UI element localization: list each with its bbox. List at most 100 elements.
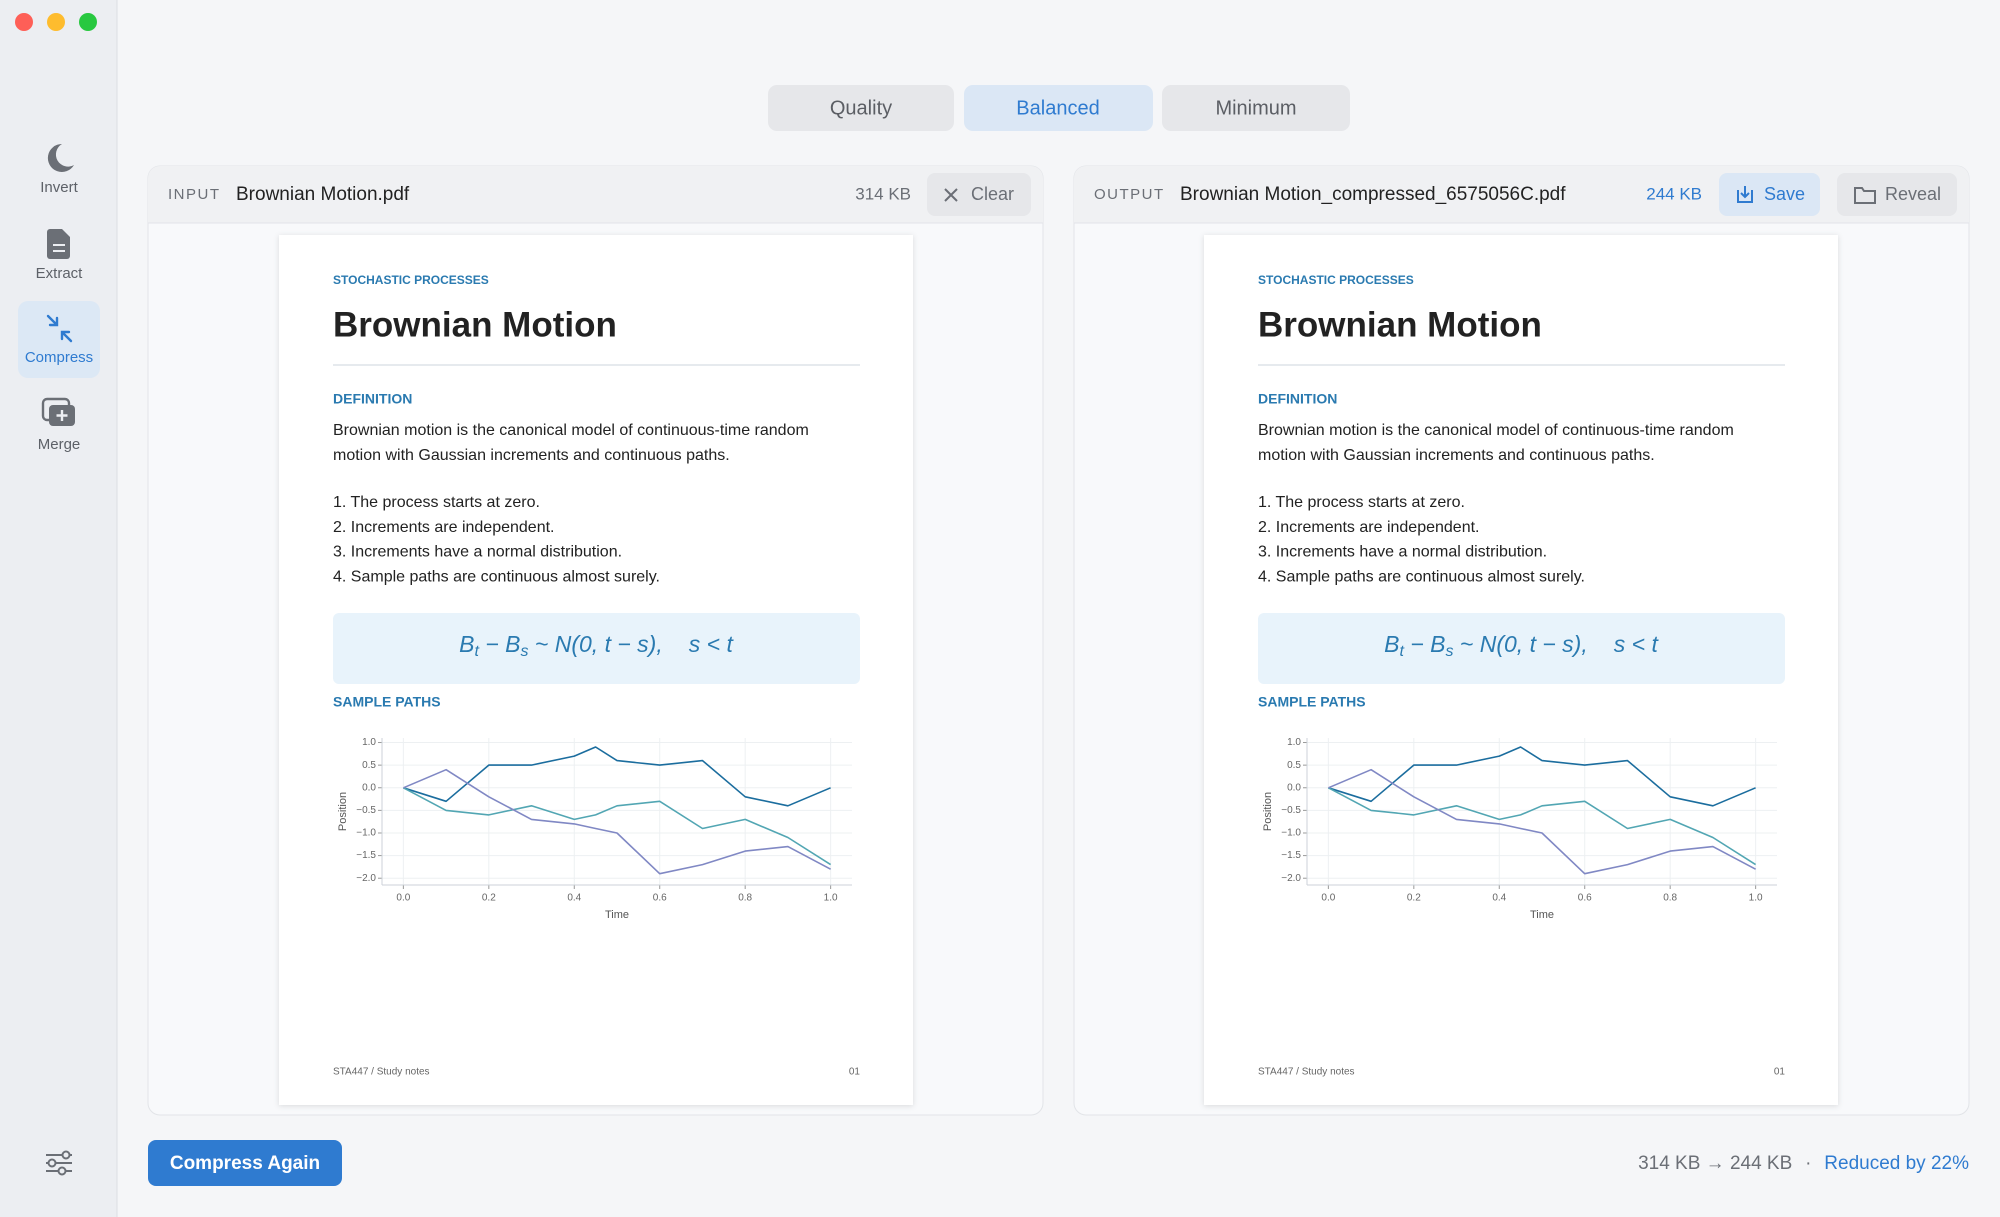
formula: Bt − Bs ~ N(0, t − s), s < t [459,631,734,660]
button-label: Compress Again [170,1153,320,1174]
settings-knob [61,1150,71,1160]
plus-icon [56,410,68,421]
x-tick-label: 0.2 [482,893,496,904]
list-item: 2. Increments are independent. [1258,519,1479,536]
sidebar-label: Merge [38,436,81,453]
sidebar-label: Extract [36,265,84,282]
paragraph-line: motion with Gaussian increments and cont… [333,447,730,464]
save-icon [1737,186,1753,203]
page-number: 01 [849,1067,861,1078]
list-item: 1. The process starts at zero. [333,494,540,511]
panel-tag: OUTPUT [1094,186,1165,203]
y-tick-label: −1.5 [356,850,376,861]
formula-part: ~ N(0, t − s), [1454,631,1588,657]
size-change: 314 KB → 244 KB [1638,1153,1792,1174]
page-footer: STA447 / Study notes [1258,1067,1355,1078]
x-tick-label: 0.0 [396,893,410,904]
button-background [1837,173,1957,216]
page-footer: STA447 / Study notes [333,1067,430,1078]
compress-again-button[interactable]: Compress Again [148,1140,342,1186]
section-heading: SAMPLE PATHS [1258,694,1366,710]
paragraph-line: Brownian motion is the canonical model o… [333,422,809,439]
button-label: Reveal [1885,184,1941,204]
sample-path [403,768,831,875]
settings-knob [57,1166,67,1176]
mode-button [964,85,1153,131]
clear-button[interactable]: Clear [927,173,1031,216]
minimize-button[interactable] [47,13,65,31]
button-label: Save [1764,184,1805,204]
close-button[interactable] [15,13,33,31]
x-axis-label: Time [605,909,629,921]
sidebar-label: Invert [40,179,78,196]
x-tick-label: 0.0 [1321,893,1335,904]
kicker: STOCHASTIC PROCESSES [333,273,489,287]
formula-part: s < t [1614,631,1660,657]
reduction-result: Reduced by 22% [1824,1153,1969,1174]
x-tick-label: 1.0 [824,893,838,904]
mode-label: Balanced [1016,97,1099,119]
file-name: Brownian Motion_compressed_6575056C.pdf [1180,184,1566,205]
settings-button[interactable] [46,1150,72,1176]
formula-part: B [1430,631,1445,657]
list-item: 4. Sample paths are continuous almost su… [1258,568,1585,585]
sidebar-extract[interactable]: Extract [36,229,84,282]
sidebar-compress[interactable]: Compress [18,301,100,378]
formula-part: B [459,631,474,657]
save-button[interactable]: Save [1719,173,1820,216]
y-tick-label: 0.5 [362,760,376,771]
page-number: 01 [1774,1067,1786,1078]
mode-label: Quality [830,97,892,119]
mode-quality[interactable]: Quality [768,85,954,131]
formula-part: B [1384,631,1399,657]
sample-path [1328,787,1757,866]
kicker: STOCHASTIC PROCESSES [1258,273,1414,287]
moon-icon [47,143,74,172]
mode-balanced[interactable]: Balanced [964,85,1153,131]
button-background [148,1140,342,1186]
sample-path [403,787,832,866]
y-axis-label: Position [1262,792,1274,831]
pdf-preview: STOCHASTIC PROCESSES Brownian Motion DEFIN… [279,235,913,1105]
reveal-button[interactable]: Reveal [1837,173,1957,216]
section-heading: DEFINITION [333,391,412,407]
y-tick-label: 0.0 [362,782,376,793]
formula-part: − [1404,631,1430,657]
y-tick-label: −2.0 [356,873,376,884]
x-tick-label: 0.6 [1578,893,1592,904]
list-item: 3. Increments have a normal distribution… [1258,544,1547,561]
formula: Bt − Bs ~ N(0, t − s), s < t [1384,631,1659,660]
y-tick-label: −1.0 [1281,828,1301,839]
formula-part: ~ N(0, t − s), [529,631,663,657]
y-tick-label: 0.0 [1287,782,1301,793]
section-heading: DEFINITION [1258,391,1337,407]
compress-icon [46,314,73,343]
paragraph-line: Brownian motion is the canonical model o… [1258,422,1734,439]
x-tick-label: 0.4 [1492,893,1506,904]
y-tick-label: 1.0 [1287,737,1301,748]
x-tick-label: 1.0 [1749,893,1763,904]
file-name: Brownian Motion.pdf [236,184,410,205]
x-icon [944,188,958,202]
y-tick-label: −0.5 [356,805,376,816]
y-tick-label: 1.0 [362,737,376,748]
separator: · [1805,1153,1811,1174]
document-title: Brownian Motion [1258,305,1542,344]
sidebar-invert[interactable]: Invert [40,143,79,196]
list-item: 1. The process starts at zero. [1258,494,1465,511]
formula-part: B [505,631,520,657]
x-tick-label: 0.6 [653,893,667,904]
sidebar-merge[interactable]: Merge [38,397,81,453]
x-axis-label: Time [1530,909,1554,921]
x-tick-label: 0.8 [1663,893,1677,904]
selected-highlight [18,301,100,378]
zoom-button[interactable] [79,13,97,31]
x-tick-label: 0.8 [738,893,752,904]
y-tick-label: −1.5 [1281,850,1301,861]
paragraph-line: motion with Gaussian increments and cont… [1258,447,1655,464]
button-background [927,173,1031,216]
formula-part: − [479,631,505,657]
document-title: Brownian Motion [333,305,617,344]
mode-minimum[interactable]: Minimum [1162,85,1350,131]
